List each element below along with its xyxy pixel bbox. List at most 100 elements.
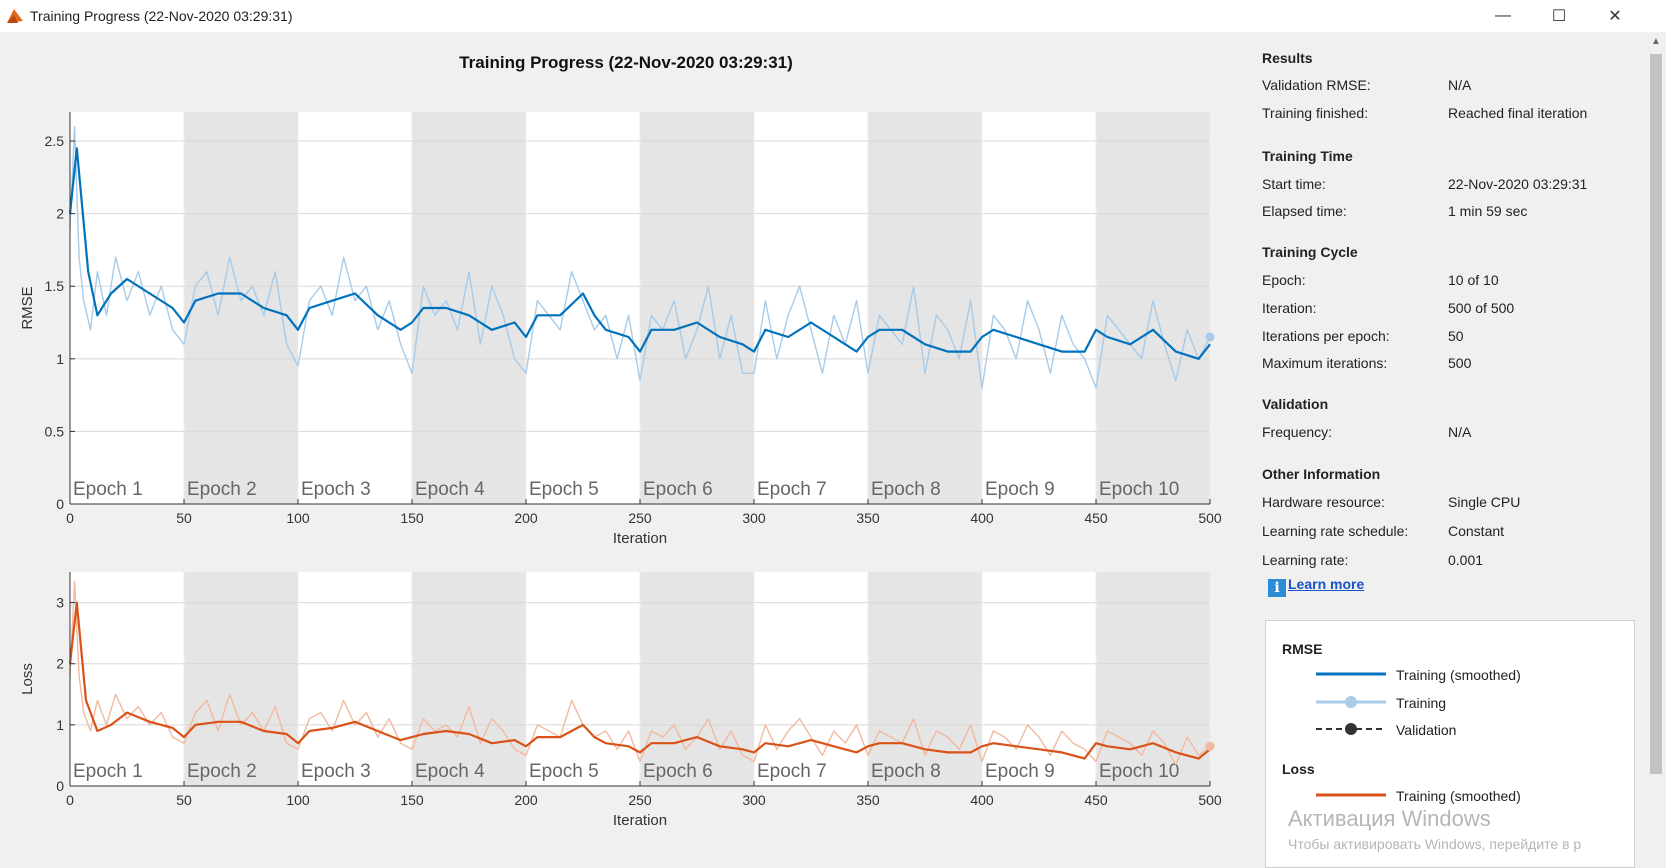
- legend-rmse-smoothed-marker: [1316, 672, 1386, 676]
- scroll-up-icon[interactable]: ▲: [1651, 36, 1661, 47]
- epoch-label: Epoch 6: [643, 479, 713, 500]
- last-point-marker: [1205, 332, 1215, 342]
- epoch-label: Epoch 8: [871, 479, 941, 500]
- y-tick-label: 2: [56, 206, 64, 222]
- x-axis-label: Iteration: [613, 812, 667, 829]
- row-label: Start time:: [1262, 176, 1326, 192]
- y-tick-label: 2: [56, 656, 64, 672]
- epoch-band: [1096, 572, 1210, 786]
- x-tick-label: 350: [856, 510, 880, 526]
- x-tick-label: 0: [66, 792, 74, 808]
- legend-panel: RMSE Training (smoothed) Training Valida…: [1265, 620, 1635, 868]
- row-label: Training finished:: [1262, 105, 1369, 121]
- y-tick-label: 1: [56, 717, 64, 733]
- activation-watermark-subtitle: Чтобы активировать Windows, перейдите в …: [1288, 836, 1582, 852]
- legend-rmse-smoothed-label: Training (smoothed): [1396, 667, 1521, 683]
- chart-title: Training Progress (22-Nov-2020 03:29:31): [459, 53, 793, 72]
- row-value: 10 of 10: [1448, 272, 1499, 288]
- maximize-button[interactable]: ☐: [1536, 0, 1582, 32]
- row-label: Learning rate schedule:: [1262, 523, 1409, 539]
- x-tick-label: 100: [286, 510, 310, 526]
- client-area: Training Progress (22-Nov-2020 03:29:31)…: [0, 32, 1666, 866]
- last-point-marker: [1205, 741, 1215, 751]
- epoch-label: Epoch 3: [301, 761, 371, 782]
- x-tick-label: 300: [742, 792, 766, 808]
- row-label: Validation RMSE:: [1262, 77, 1371, 93]
- row-value: 22-Nov-2020 03:29:31: [1448, 176, 1588, 192]
- row-value: 500: [1448, 355, 1472, 371]
- title-bar: Training Progress (22-Nov-2020 03:29:31)…: [0, 0, 1666, 32]
- x-tick-label: 450: [1084, 510, 1108, 526]
- x-tick-label: 150: [400, 792, 424, 808]
- epoch-label: Epoch 3: [301, 479, 371, 500]
- legend-loss-smoothed-label: Training (smoothed): [1396, 788, 1521, 804]
- x-tick-label: 200: [514, 792, 538, 808]
- epoch-band: [184, 112, 298, 504]
- smoothed-series-line: [68, 601, 1211, 760]
- results-heading: Results: [1262, 50, 1313, 66]
- y-tick-label: 2.5: [45, 133, 65, 149]
- row-value: 0.001: [1448, 552, 1484, 568]
- training-series-line: [69, 125, 1211, 389]
- x-tick-label: 250: [628, 510, 652, 526]
- scroll-thumb[interactable]: [1650, 54, 1662, 774]
- x-tick-label: 100: [286, 792, 310, 808]
- y-tick-label: 0: [56, 496, 64, 512]
- epoch-label: Epoch 6: [643, 761, 713, 782]
- x-tick-label: 350: [856, 792, 880, 808]
- x-tick-label: 200: [514, 510, 538, 526]
- x-tick-label: 400: [970, 510, 994, 526]
- epoch-band: [1096, 112, 1210, 504]
- epoch-label: Epoch 2: [187, 761, 257, 782]
- legend-loss-heading: Loss: [1282, 761, 1315, 777]
- close-button[interactable]: ✕: [1592, 0, 1638, 32]
- minimize-button[interactable]: —: [1480, 0, 1526, 32]
- legend-rmse-training-marker: [1316, 696, 1386, 708]
- epoch-label: Epoch 5: [529, 761, 599, 782]
- row-value: 500 of 500: [1448, 300, 1515, 316]
- x-tick-label: 400: [970, 792, 994, 808]
- row-label: Maximum iterations:: [1262, 355, 1388, 371]
- epoch-label: Epoch 8: [871, 761, 941, 782]
- row-value: N/A: [1448, 424, 1472, 440]
- minimize-icon: —: [1495, 7, 1511, 24]
- learn-more-link[interactable]: Learn more: [1288, 576, 1365, 592]
- row-label: Learning rate:: [1262, 552, 1349, 568]
- info-icon[interactable]: i: [1268, 579, 1286, 597]
- row-label: Elapsed time:: [1262, 203, 1347, 219]
- vertical-scrollbar[interactable]: ▲: [1646, 32, 1666, 866]
- epoch-label: Epoch 2: [187, 479, 257, 500]
- x-tick-label: 450: [1084, 792, 1108, 808]
- legend-loss-smoothed-marker: [1316, 793, 1386, 797]
- row-value: N/A: [1448, 77, 1472, 93]
- matlab-icon: [7, 9, 23, 23]
- row-label: Iterations per epoch:: [1262, 328, 1390, 344]
- training-series-line: [69, 580, 1211, 766]
- window-title: Training Progress (22-Nov-2020 03:29:31): [30, 8, 293, 24]
- row-value: 1 min 59 sec: [1448, 203, 1528, 219]
- x-axis-label: Iteration: [613, 530, 667, 547]
- row-label: Iteration:: [1262, 300, 1317, 316]
- epoch-label: Epoch 4: [415, 761, 485, 782]
- epoch-label: Epoch 7: [757, 479, 827, 500]
- epoch-label: Epoch 9: [985, 761, 1055, 782]
- row-value: 50: [1448, 328, 1464, 344]
- row-label: Epoch:: [1262, 272, 1306, 288]
- loss-chart: Epoch 1 Epoch 2 Epoch 3 Epoch 4 Epoch 5 Epoch…: [19, 572, 1222, 829]
- epoch-label: Epoch 1: [73, 761, 143, 782]
- x-tick-label: 500: [1198, 510, 1222, 526]
- x-tick-label: 300: [742, 510, 766, 526]
- smoothed-series-line: [68, 147, 1211, 360]
- row-value: Constant: [1448, 523, 1505, 539]
- activation-watermark-title: Активация Windows: [1288, 806, 1491, 831]
- y-axis-label: RMSE: [19, 286, 36, 329]
- row-label: Frequency:: [1262, 424, 1333, 440]
- validation-heading: Validation: [1262, 396, 1329, 412]
- epoch-label: Epoch 9: [985, 479, 1055, 500]
- other-info-heading: Other Information: [1262, 466, 1381, 482]
- epoch-label: Epoch 10: [1099, 479, 1179, 500]
- row-value: Reached final iteration: [1448, 105, 1588, 121]
- x-tick-label: 250: [628, 792, 652, 808]
- x-tick-label: 0: [66, 510, 74, 526]
- legend-validation-marker: [1316, 723, 1386, 735]
